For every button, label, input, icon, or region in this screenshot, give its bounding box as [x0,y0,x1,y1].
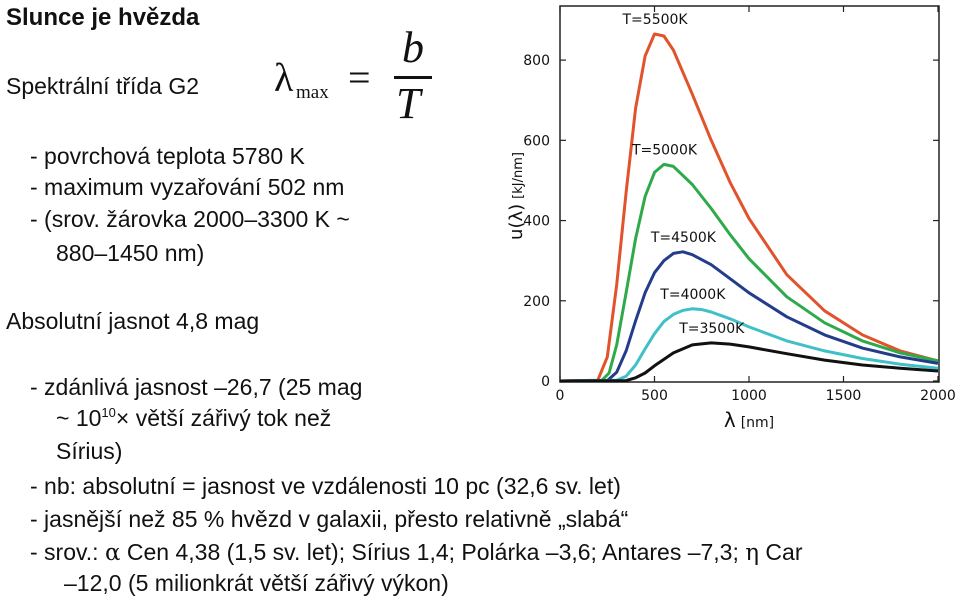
y-tick-label: 0 [541,374,550,390]
alpha-symbol: α [104,540,121,566]
text-span: Car [759,539,803,565]
y-axis-symbol: u(λ) [506,204,527,240]
formula-lambda: λ [274,55,294,100]
list-item: - maximum vyzařování 502 nm [30,174,345,200]
series-label: T=5000K [631,142,698,158]
series-line-T=5500K [559,32,939,383]
text-span: ~ 10 [56,405,102,431]
list-item: - zdánlivá jasnost –26,7 (25 mag [30,374,363,400]
curves [559,32,939,383]
y-tick-label: 600 [523,133,550,149]
series-line-T=5000K [559,162,939,383]
absolute-magnitude-text: Absolutní jasnot 4,8 mag [6,308,260,334]
curve-labels: T=5500K T=5000K T=4500K T=4000K T=3500K [622,12,746,337]
series-label: T=3500K [678,321,745,337]
list-item: ~ 1010× větší zářivý tok než [56,405,331,432]
x-axis-label: λ [nm] [724,408,774,432]
text-span: - srov.: [30,539,105,565]
list-item: - srov.: α Cen 4,38 (1,5 sv. let); Síriu… [30,539,803,566]
list-item: - povrchová teplota 5780 K [30,143,305,169]
x-tick-label: 2000 [920,388,956,404]
formula-denominator: T [396,79,421,128]
list-item: 880–1450 nm) [56,240,205,266]
x-tick-label: 500 [641,388,668,404]
fraction-bar [394,76,432,79]
series-line-T=4000K [559,307,939,383]
x-tick-label: 1000 [731,388,767,404]
slide-title: Slunce je hvězda [6,4,200,31]
series-line-T=4500K [559,250,939,383]
list-item: - (srov. žárovka 2000–3300 K ~ [30,206,350,232]
series-label: T=4000K [659,287,726,303]
formula-subscript: max [296,82,329,103]
series-line-T=3500K [559,341,939,383]
series-label: T=4500K [650,230,717,246]
eta-symbol: η [745,540,760,566]
y-tick-label: 800 [523,53,550,69]
formula-numerator: b [402,23,424,72]
x-tick-label: 1500 [826,388,862,404]
x-axis-unit: [nm] [741,415,774,431]
wien-formula: λ max = b T [272,23,432,128]
text-span: Cen 4,38 (1,5 sv. let); Sírius 1,4; Polá… [120,539,746,565]
x-axis-symbol: λ [724,408,736,432]
list-item: –12,0 (5 milionkrát větší zářivý výkon) [64,570,449,596]
y-axis-label: u(λ) [kJ/nm] [506,152,527,240]
list-item: Sírius) [56,438,123,464]
x-tick-label: 0 [556,388,565,404]
axis-ticks: 0 500 1000 1500 2000 0 200 400 600 800 [523,6,956,404]
text-span: × větší zářivý tok než [115,405,332,431]
y-tick-label: 400 [523,214,550,230]
plot-frame [559,5,940,383]
formula-equals: = [348,55,371,100]
spectral-class-text: Spektrální třída G2 [6,73,200,99]
y-axis-unit: [kJ/nm] [511,152,526,199]
series-label: T=5500K [622,12,689,28]
list-item: - nb: absolutní = jasnost ve vzdálenosti… [30,473,621,499]
list-item: - jasnější než 85 % hvězd v galaxii, pře… [30,506,629,532]
exponent: 10 [101,405,116,420]
y-tick-label: 200 [523,294,550,310]
